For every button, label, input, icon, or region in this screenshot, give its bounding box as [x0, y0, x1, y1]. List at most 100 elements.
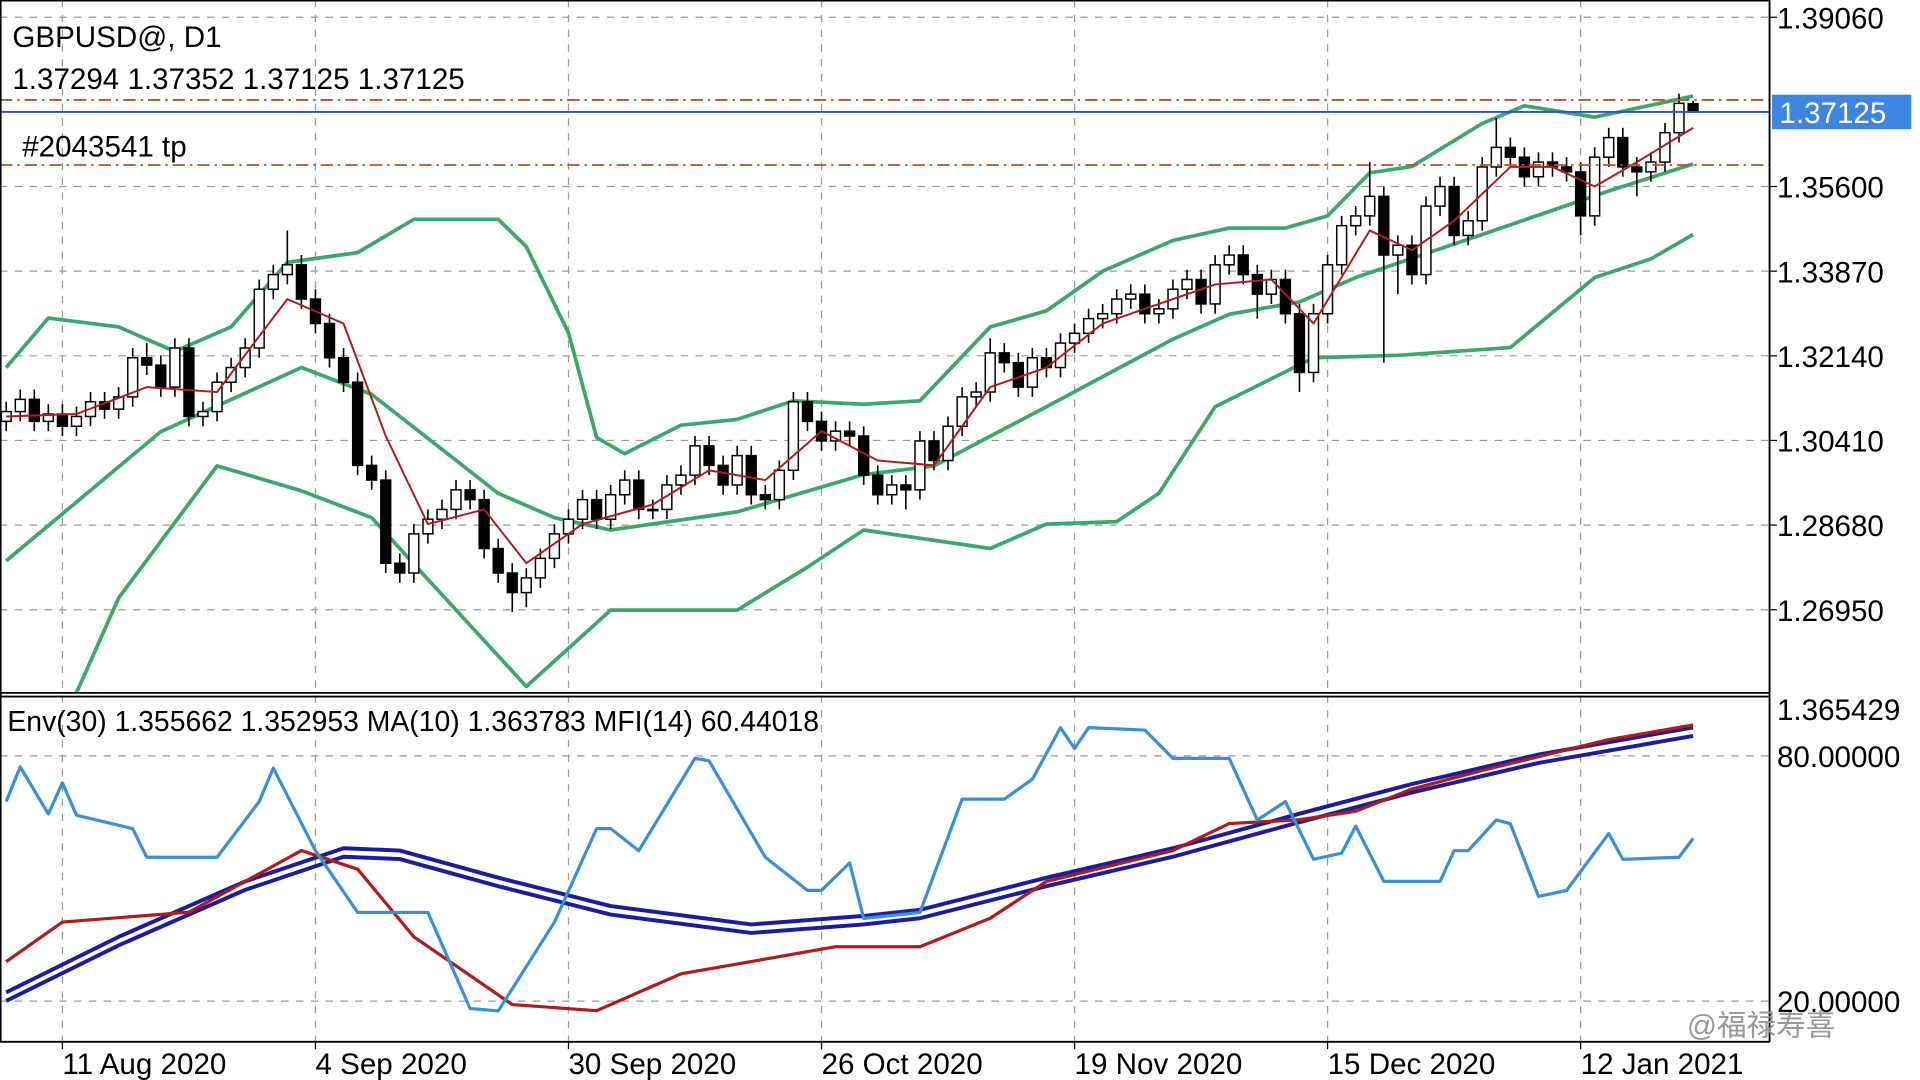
candle-body [127, 357, 139, 398]
candle-body [408, 533, 420, 574]
candle-body [211, 381, 223, 413]
candle-body [1139, 293, 1151, 315]
candle-body [351, 381, 364, 467]
candle-body [1364, 195, 1376, 217]
candle-body [1645, 161, 1657, 173]
candle-body [661, 484, 673, 511]
candle-body [1293, 312, 1306, 374]
candle-body [787, 401, 800, 472]
ohlc-value: 1.37125 [243, 63, 350, 96]
candle-body [422, 518, 434, 535]
x-tick-label: 4 Sep 2020 [315, 1048, 466, 1080]
candle-body [1504, 146, 1517, 158]
candle-body [1434, 185, 1446, 207]
candle-body [1560, 166, 1573, 173]
candle-body [169, 347, 181, 388]
candle-body [731, 454, 743, 486]
y-tick-label: 1.39060 [1777, 2, 1884, 35]
candle-body [450, 489, 462, 511]
candle-body [478, 498, 490, 550]
candle-body [1490, 146, 1502, 168]
candle-body [1617, 136, 1629, 168]
indicator-readout: Env(30) 1.355662 1.352953 MA(10) 1.36378… [7, 706, 819, 738]
candle-body [1251, 273, 1263, 295]
candle-body [759, 494, 771, 501]
candle-body [647, 508, 659, 512]
watermark: @福禄寿喜 [1687, 1010, 1835, 1043]
candle-body [1237, 254, 1249, 276]
axes [0, 0, 1771, 1043]
indicator-pane [4, 723, 1695, 1013]
candle-body [436, 508, 448, 520]
indicator-name: MFI(14) [594, 706, 693, 738]
y-tick-label: 1.35600 [1777, 172, 1884, 205]
candle-body [239, 347, 251, 369]
candle-body [633, 479, 645, 511]
indicator-name: Env(30) [7, 706, 106, 738]
candle-body [1153, 308, 1165, 315]
candle-body [70, 415, 83, 427]
line [6, 127, 1694, 565]
order-label: #2043541 tp [22, 130, 187, 163]
plot [0, 93, 1770, 1013]
line [4, 94, 1694, 456]
candle-body [984, 352, 996, 393]
line [5, 725, 1694, 995]
candle-body [337, 357, 350, 383]
candle-body [576, 498, 589, 520]
main-pane [0, 93, 1770, 693]
candle-body [1350, 215, 1362, 227]
candle-body [998, 352, 1010, 364]
candle-body [1223, 254, 1235, 266]
x-tick-label: 12 Jan 2021 [1581, 1048, 1744, 1080]
candle-body [281, 264, 294, 276]
candle-body [253, 288, 265, 349]
x-tick-label: 11 Aug 2020 [62, 1048, 226, 1080]
x-tick-label: 15 Dec 2020 [1328, 1048, 1496, 1080]
y-tick-label: 1.28680 [1777, 510, 1884, 543]
candle-body [1448, 185, 1460, 237]
indicator-value: 60.44018 [701, 706, 819, 738]
candle-body [928, 440, 940, 462]
y-tick-label: 1.26950 [1777, 595, 1884, 628]
candle-body [394, 562, 406, 574]
candle-body [745, 454, 757, 496]
candle-body [900, 484, 912, 491]
candle-body [141, 357, 153, 366]
candle-body [801, 401, 814, 423]
candle-body [1195, 278, 1207, 305]
candle-body [872, 474, 884, 496]
candle-body [1096, 312, 1109, 320]
candle-body [886, 484, 898, 496]
candle-body [1603, 136, 1615, 158]
candle-body [1673, 102, 1685, 134]
candle-body [1307, 312, 1320, 374]
candle-body [1321, 264, 1334, 315]
y-tick-label: 1.30410 [1777, 426, 1884, 459]
x-tick-label: 19 Nov 2020 [1075, 1048, 1243, 1080]
candle-body [970, 391, 982, 398]
y-tick-label: 80.00000 [1777, 741, 1900, 774]
candle-body [717, 464, 729, 486]
candle-body [1687, 102, 1699, 113]
candle-body [1406, 244, 1418, 276]
indicator-name: MA(10) [367, 706, 460, 738]
candle-body [14, 398, 26, 413]
line [74, 232, 1695, 693]
candle-body [1012, 361, 1024, 388]
chart-title: GBPUSD@, D1 [12, 21, 221, 54]
candle-body [1125, 293, 1137, 300]
candle-body [1335, 224, 1348, 266]
candle-body [28, 398, 40, 423]
x-tick-label: 26 Oct 2020 [822, 1048, 983, 1080]
indicator-value: 1.352953 [241, 706, 359, 738]
y2-tick-label: 1.365429 [1777, 694, 1900, 727]
candle-body [1462, 220, 1474, 237]
candle-body [1068, 332, 1081, 344]
candle-body [464, 489, 476, 501]
candle-body [492, 547, 504, 574]
labels: GBPUSD@, D1 1.37294 1.37352 1.37125 1.37… [7, 2, 1912, 1080]
candle-body [323, 322, 336, 359]
candle-body [843, 430, 856, 437]
